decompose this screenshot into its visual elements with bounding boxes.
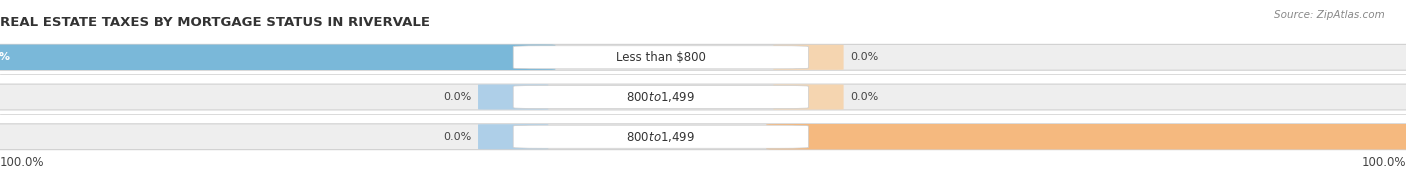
- Text: REAL ESTATE TAXES BY MORTGAGE STATUS IN RIVERVALE: REAL ESTATE TAXES BY MORTGAGE STATUS IN …: [0, 16, 430, 29]
- FancyBboxPatch shape: [0, 124, 1406, 150]
- FancyBboxPatch shape: [513, 125, 808, 148]
- Text: 100.0%: 100.0%: [1361, 156, 1406, 169]
- FancyBboxPatch shape: [513, 46, 808, 69]
- FancyBboxPatch shape: [478, 124, 548, 149]
- Text: Source: ZipAtlas.com: Source: ZipAtlas.com: [1274, 10, 1385, 20]
- FancyBboxPatch shape: [513, 85, 808, 109]
- Text: 100.0%: 100.0%: [0, 156, 45, 169]
- FancyBboxPatch shape: [478, 84, 548, 110]
- Text: 0.0%: 0.0%: [851, 52, 879, 62]
- FancyBboxPatch shape: [773, 84, 844, 110]
- FancyBboxPatch shape: [766, 124, 1406, 149]
- Text: $800 to $1,499: $800 to $1,499: [626, 90, 696, 104]
- FancyBboxPatch shape: [773, 45, 844, 70]
- FancyBboxPatch shape: [0, 84, 1406, 110]
- Text: 0.0%: 0.0%: [851, 92, 879, 102]
- Text: Less than $800: Less than $800: [616, 51, 706, 64]
- FancyBboxPatch shape: [0, 44, 1406, 70]
- Text: 100.0%: 100.0%: [0, 52, 11, 62]
- FancyBboxPatch shape: [0, 44, 555, 70]
- Text: 0.0%: 0.0%: [443, 132, 471, 142]
- Text: 0.0%: 0.0%: [443, 92, 471, 102]
- Text: $800 to $1,499: $800 to $1,499: [626, 130, 696, 144]
